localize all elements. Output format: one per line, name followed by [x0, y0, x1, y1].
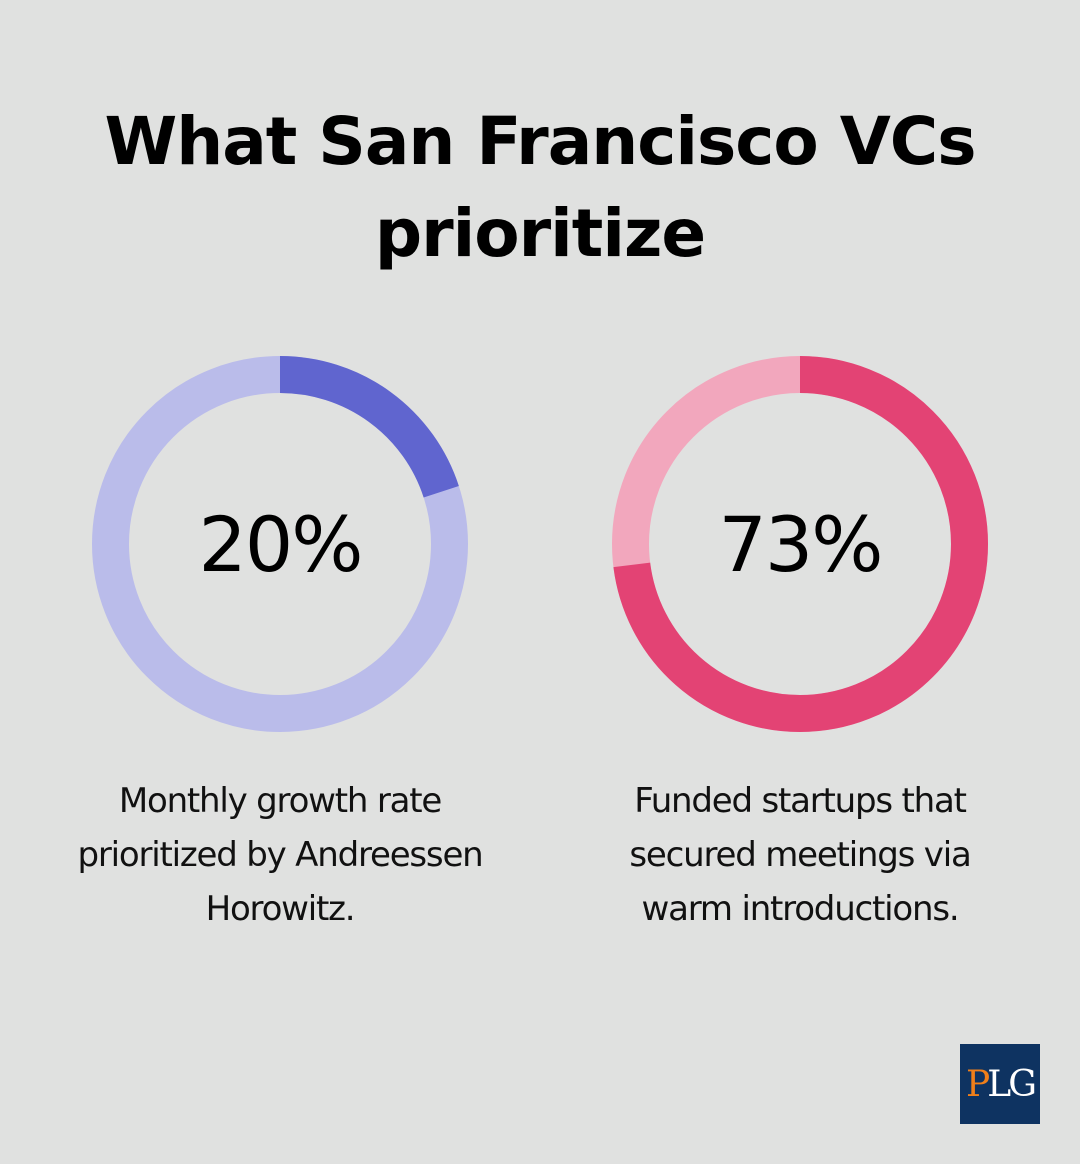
- page-title: What San Francisco VCs prioritize: [0, 96, 1080, 280]
- donut-ring: [92, 356, 468, 732]
- stat-caption: Funded startups that secured meetings vi…: [560, 774, 1040, 936]
- caption-line: warm introductions.: [641, 889, 960, 929]
- title-line-2: prioritize: [374, 195, 706, 272]
- percentage-value: 73%: [718, 499, 884, 589]
- caption-line: Horowitz.: [205, 889, 356, 929]
- stat-caption: Monthly growth rate prioritized by Andre…: [40, 774, 520, 936]
- donut-ring: [612, 356, 988, 732]
- caption-line: Monthly growth rate: [118, 781, 443, 821]
- caption-line: prioritized by Andreessen: [77, 835, 483, 875]
- logo-letter-p: P: [966, 1063, 990, 1105]
- stat-card-growth-rate: 20% Monthly growth rate prioritized by A…: [40, 352, 520, 936]
- percentage-value: 20%: [198, 499, 364, 589]
- logo-letters-lg: LG: [987, 1063, 1037, 1105]
- title-line-1: What San Francisco VCs: [104, 103, 976, 180]
- donut-chart-growth-rate: 20%: [88, 352, 472, 736]
- caption-line: Funded startups that: [634, 781, 967, 821]
- caption-line: secured meetings via: [629, 835, 971, 875]
- stat-card-warm-introductions: 73% Funded startups that secured meeting…: [560, 352, 1040, 936]
- plg-logo: P LG: [960, 1044, 1040, 1124]
- donut-chart-warm-introductions: 73%: [608, 352, 992, 736]
